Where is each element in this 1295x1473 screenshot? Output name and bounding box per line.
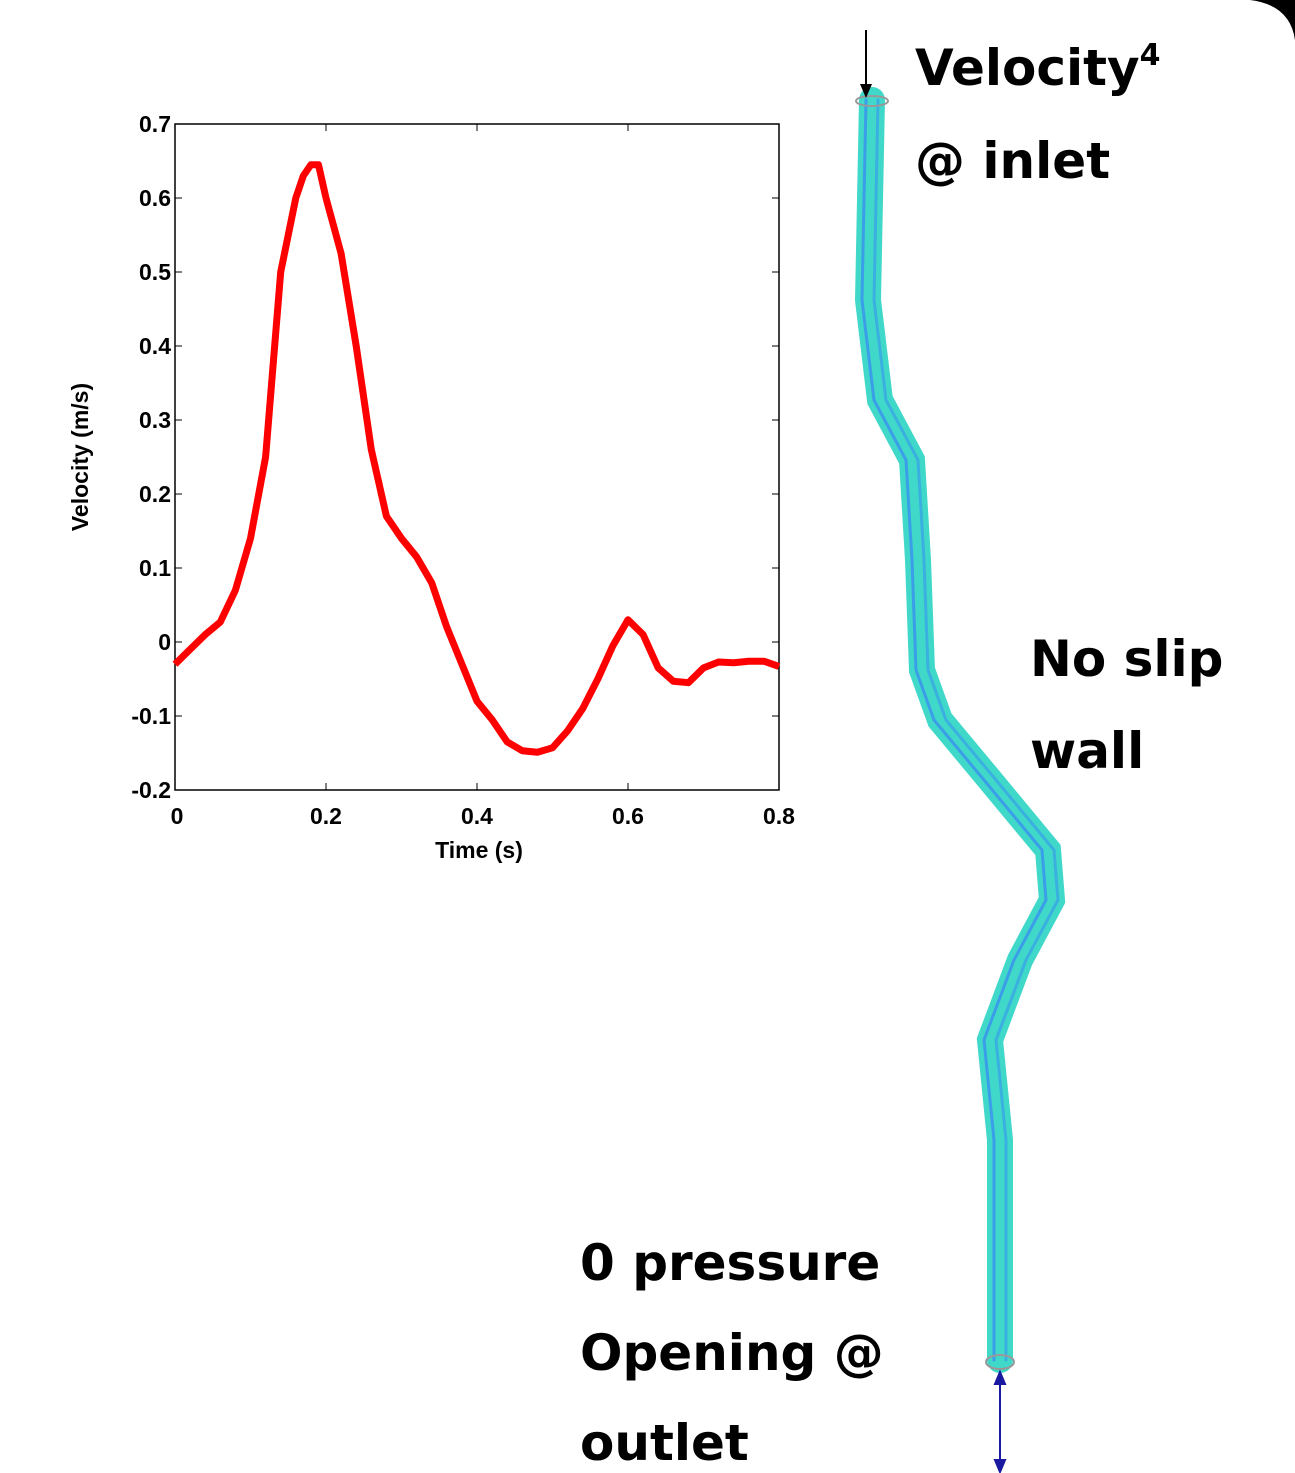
- x-axis-label: Time (s): [435, 837, 523, 863]
- y-tick-label: 0: [158, 629, 171, 655]
- y-tick-label: 0.3: [139, 407, 171, 433]
- x-tick-label: 0: [171, 803, 184, 829]
- outlet-arrow: [993, 1369, 1007, 1473]
- outlet-label: outlet: [580, 1414, 749, 1472]
- vessel: [854, 87, 1066, 1373]
- y-tick-label: -0.2: [131, 777, 171, 803]
- x-tick-label: 0.2: [310, 803, 342, 829]
- outlet-label: Opening @: [580, 1324, 884, 1382]
- wall-label: No slip: [1030, 630, 1223, 688]
- y-tick-label: 0.5: [139, 259, 171, 285]
- x-tick-label: 0.4: [461, 803, 493, 829]
- x-tick-label: 0.8: [763, 803, 795, 829]
- x-tick-label: 0.6: [612, 803, 644, 829]
- inlet-arrow: [860, 30, 872, 98]
- inlet-word: Velocity: [915, 39, 1140, 97]
- inlet-label: @ inlet: [915, 132, 1110, 190]
- outlet-label: 0 pressure: [580, 1234, 880, 1292]
- y-tick-label: 0.7: [139, 111, 171, 137]
- y-tick-label: 0.2: [139, 481, 171, 507]
- y-tick-label: 0.1: [139, 555, 171, 581]
- y-tick-label: 0.4: [139, 333, 171, 359]
- y-tick-label: 0.6: [139, 185, 171, 211]
- y-tick-label: -0.1: [131, 703, 171, 729]
- data-line: [172, 161, 781, 756]
- y-axis-label: Velocity (m/s): [67, 383, 93, 531]
- wall-label: wall: [1030, 722, 1144, 780]
- inlet-sup: 4: [1140, 38, 1161, 73]
- corner: [1250, 0, 1295, 40]
- inlet-label: Velocity4: [915, 38, 1161, 97]
- chart: Time (s) Velocity (m/s) -0.2 -0.1 0 0.1 0.2 0…: [67, 111, 795, 863]
